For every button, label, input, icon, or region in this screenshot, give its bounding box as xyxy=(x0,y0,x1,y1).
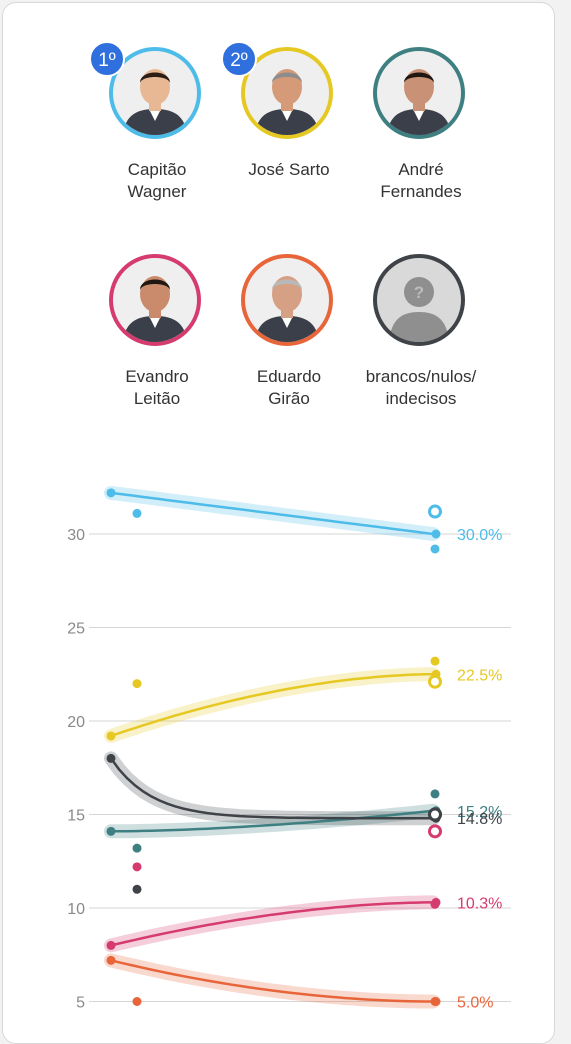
unknown-person-icon: ? xyxy=(373,254,465,346)
trend-start-point xyxy=(106,940,116,950)
candidate-photo xyxy=(241,47,333,139)
poll-ring xyxy=(428,504,442,519)
candidate-name: brancos/nulos/indecisos xyxy=(365,367,477,408)
series-value-label: 10.3% xyxy=(457,895,502,912)
candidate-photo xyxy=(109,254,201,346)
candidate-name: André Fernandes xyxy=(380,160,462,201)
trend-line xyxy=(110,959,433,1003)
poll-ring xyxy=(428,807,442,822)
svg-text:?: ? xyxy=(414,283,424,302)
candidate-name: Capitão Wagner xyxy=(127,160,187,201)
confidence-band xyxy=(104,953,440,1009)
y-tick-label: 5 xyxy=(76,995,85,1012)
poll-point xyxy=(132,843,142,853)
confidence-band xyxy=(104,667,440,743)
series-value-label: 5.0% xyxy=(457,995,493,1012)
trend-line xyxy=(110,491,434,536)
poll-ring xyxy=(428,824,442,839)
y-tick-label: 15 xyxy=(67,808,85,825)
rank-badge: 1º xyxy=(89,41,125,77)
trend-start-point xyxy=(106,826,116,836)
trend-start-point xyxy=(106,955,116,965)
poll-point xyxy=(132,508,142,518)
series-value-label: 15.2% xyxy=(457,804,502,821)
poll-point xyxy=(430,789,440,799)
trend-line xyxy=(111,809,434,833)
y-tick-label: 25 xyxy=(67,621,85,638)
trend-end-point xyxy=(431,529,441,539)
series-value-label: 30.0% xyxy=(457,527,502,544)
chart-card: 1º Capitão Wagner 2º José Sarto André Fern… xyxy=(2,2,555,1044)
series-value-label: 14.8% xyxy=(457,811,502,828)
trend-start-point xyxy=(106,753,116,763)
poll-point xyxy=(132,862,142,872)
rank-badge: 2º xyxy=(221,41,257,77)
candidate-photo xyxy=(373,47,465,139)
trend-start-point xyxy=(106,731,116,741)
poll-trend-chart: 5 10 15 20 25 30 30.0% 22.5% 15.2%14.8% 10.3% 5.0% xyxy=(67,485,511,1012)
trend-line xyxy=(109,757,433,820)
poll-point xyxy=(430,997,440,1006)
poll-point xyxy=(430,544,440,554)
poll-point xyxy=(132,997,142,1006)
trend-start-point xyxy=(106,488,116,498)
candidate-photo xyxy=(109,47,201,139)
y-tick-label: 20 xyxy=(67,714,85,731)
candidate-name: José Sarto xyxy=(248,160,330,179)
trend-line xyxy=(110,901,433,947)
poll-point xyxy=(132,679,142,689)
poll-point xyxy=(430,899,440,909)
y-tick-label: 30 xyxy=(67,527,85,544)
confidence-band xyxy=(104,895,440,953)
trend-line xyxy=(110,673,433,738)
candidate-name: Evandro Leitão xyxy=(125,367,189,408)
poll-ring xyxy=(428,674,442,689)
poll-point xyxy=(430,656,440,666)
y-tick-label: 10 xyxy=(67,901,85,918)
poll-point xyxy=(132,884,142,894)
candidate-name: Eduardo Girão xyxy=(256,367,322,408)
candidate-photo xyxy=(241,254,333,346)
series-value-label: 22.5% xyxy=(457,667,502,684)
